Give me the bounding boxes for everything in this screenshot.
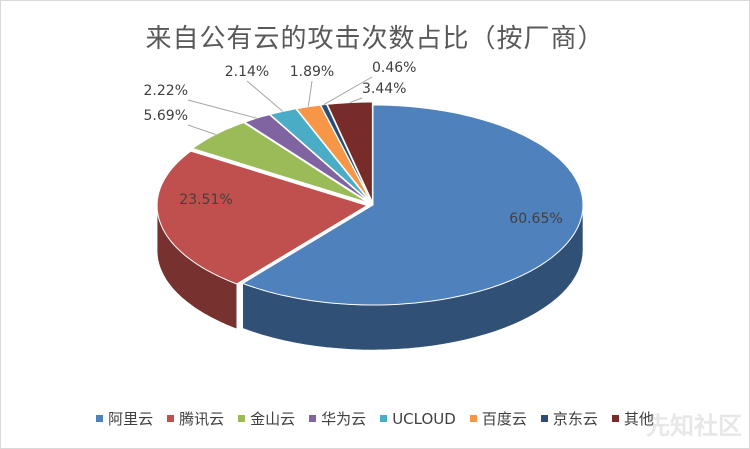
legend-item-2: 金山云 [238,408,295,429]
legend-label-1: 腾讯云 [179,410,225,428]
data-label-2: 5.69% [144,108,188,124]
pie-slice-1 [156,150,369,285]
legend-item-7: 其他 [611,408,654,429]
legend-item-1: 腾讯云 [167,408,224,429]
legend-swatch-3 [309,415,317,422]
legend-swatch-1 [167,415,175,422]
legend-swatch-2 [238,415,246,422]
legend-swatch-7 [611,415,619,422]
data-labels: 60.65% 23.51% 5.69% 2.22% 2.14% 1.89% 0.46% 3.4… [144,60,563,227]
leader-line-6 [323,76,373,106]
legend-swatch-5 [469,415,477,422]
chart-legend: 阿里云 腾讯云 金山云 华为云 UCLOUD 百度云 京东云 其他 [0,408,750,429]
leader-line-5 [307,80,313,107]
watermark: 先知社区 [646,412,742,440]
data-label-7: 3.44% [362,81,406,97]
leader-line-7 [349,97,363,104]
leader-line-4 [246,80,284,112]
legend-label-5: 百度云 [481,410,527,428]
data-label-6: 0.46% [372,60,416,76]
data-label-1: 23.51% [179,192,232,208]
legend-item-0: 阿里云 [96,408,153,429]
legend-label-0: 阿里云 [108,410,154,428]
pie-slices [156,101,584,306]
legend-label-6: 京东云 [552,410,598,428]
legend-label-3: 华为云 [321,410,367,428]
data-label-5: 1.89% [290,64,334,80]
data-label-3: 2.22% [144,83,188,99]
legend-item-5: 百度云 [469,408,527,429]
legend-item-4: UCLOUD [380,408,456,429]
leader-line-3 [187,99,257,119]
leader-line-2 [187,124,216,135]
legend-item-6: 京东云 [540,408,598,429]
chart-title: 来自公有云的攻击次数占比（按厂商） [145,24,605,54]
data-label-4: 2.14% [225,64,269,80]
legend-swatch-4 [380,415,388,422]
legend-item-3: 华为云 [309,408,366,429]
legend-label-7: 其他 [623,410,654,428]
legend-swatch-6 [540,415,548,422]
legend-label-2: 金山云 [250,410,296,428]
legend-swatch-0 [96,415,104,422]
legend-label-4: UCLOUD [392,409,456,428]
data-label-0: 60.65% [509,211,562,227]
pie-slice-0 [241,104,584,306]
